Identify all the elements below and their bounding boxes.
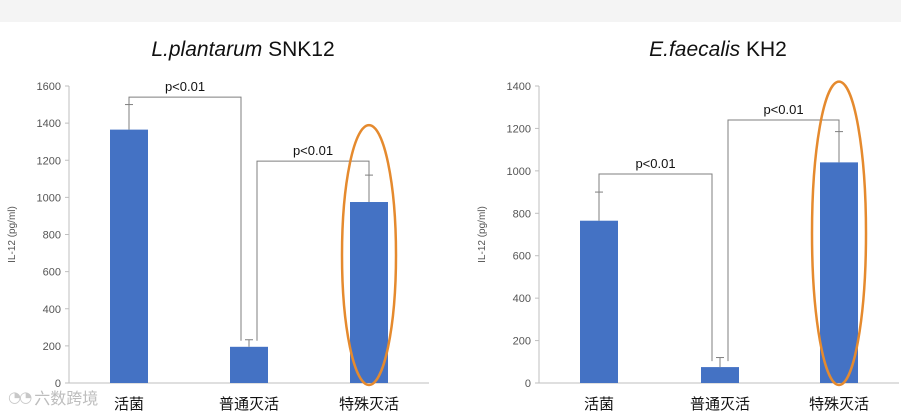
y-axis-label: IL-12 (pg/ml) [7,206,18,263]
category-label: 特殊灭活 [809,396,869,413]
y-tick-label: 1600 [37,81,61,93]
chart-title-strain: SNK12 [262,38,334,61]
bar [350,202,388,383]
bar [110,129,148,383]
significance-label: p<0.01 [293,143,333,158]
chart-title-species: L.plantarum [151,38,262,61]
watermark: ◔◔ 六数跨境 [8,384,98,410]
significance-label: p<0.01 [763,102,803,117]
watermark-text: 六数跨境 [34,389,99,408]
bar [820,162,858,383]
y-tick-label: 800 [513,208,531,220]
y-tick-label: 400 [513,293,531,305]
category-label: 普通灭活 [219,396,279,413]
category-label: 特殊灭活 [339,396,399,413]
chart-title: L.plantarum SNK12 [151,38,334,61]
category-label: 普通灭活 [690,396,750,413]
y-tick-label: 1400 [37,118,61,130]
significance-label: p<0.01 [635,156,675,171]
il12-chart-faecalis: E.faecalis KH2 IL-12 (pg/ml) 0 200 400 600 800… [477,38,899,413]
y-tick-label: 1400 [507,81,531,93]
y-tick-label: 1000 [507,166,531,178]
significance-label: p<0.01 [165,79,205,94]
highlight-ellipse [340,123,398,387]
significance-bracket [598,173,713,362]
y-tick-label: 0 [55,378,61,390]
significance-bracket [256,160,370,341]
category-label: 活菌 [114,396,144,413]
y-tick-label: 600 [513,251,531,263]
chart-title: E.faecalis KH2 [649,38,787,61]
y-tick-label: 1000 [37,192,61,204]
highlight-ellipse [810,80,868,387]
y-tick-label: 400 [43,304,61,316]
y-tick-label: 200 [43,341,61,353]
y-tick-label: 1200 [37,155,61,167]
significance-bracket [727,119,840,362]
y-tick-label: 1200 [507,123,531,135]
chart-title-species: E.faecalis [649,38,741,61]
significance-bracket [128,96,242,341]
il12-chart-plantarum: L.plantarum SNK12 IL-12 (pg/ml) 0 200 400 600… [7,38,429,413]
wechat-icon: ◔◔ [8,388,32,406]
chart-title-strain: KH2 [740,38,787,61]
y-tick-label: 0 [525,378,531,390]
bar [230,346,268,383]
y-axis-label: IL-12 (pg/ml) [477,206,488,263]
y-tick-label: 600 [43,267,61,279]
y-tick-label: 200 [513,336,531,348]
bar [701,367,739,383]
top-band [0,0,901,22]
bar [580,220,618,383]
category-label: 活菌 [584,396,614,413]
y-tick-label: 800 [43,230,61,242]
